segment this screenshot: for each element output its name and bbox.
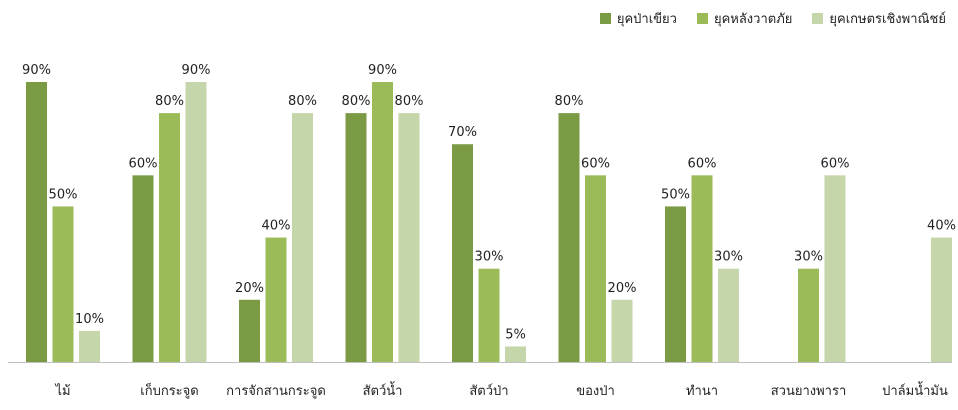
data-label-3-7: 30% bbox=[714, 250, 743, 265]
category-label-1: ไม้ bbox=[54, 383, 70, 399]
data-label-1-1: 90% bbox=[22, 63, 51, 78]
bar-1-1 bbox=[26, 82, 47, 362]
bar-1-7 bbox=[665, 206, 686, 362]
data-label-1-2: 60% bbox=[129, 156, 158, 171]
data-label-1-7: 50% bbox=[661, 187, 690, 202]
category-label-8: สวนยางพารา bbox=[771, 384, 847, 399]
data-label-2-7: 60% bbox=[688, 156, 717, 171]
bar-1-3 bbox=[239, 299, 260, 362]
data-label-2-5: 30% bbox=[475, 250, 504, 265]
legend-swatch-series-1 bbox=[599, 13, 611, 24]
data-label-2-8: 30% bbox=[794, 250, 823, 265]
legend-label-series-2: ยุคหลังวาตภัย bbox=[713, 12, 793, 27]
bar-1-5 bbox=[452, 144, 473, 362]
data-label-1-6: 80% bbox=[555, 94, 584, 109]
category-label-2: เก็บกระจูด bbox=[140, 381, 198, 399]
legend-label-series-3: ยุคเกษตรเชิงพาณิชย์ bbox=[829, 12, 946, 27]
bar-2-6 bbox=[585, 175, 606, 362]
data-label-3-4: 80% bbox=[395, 94, 424, 109]
bar-3-4 bbox=[398, 113, 420, 362]
legend-swatch-series-3 bbox=[812, 13, 824, 24]
data-label-3-9: 40% bbox=[927, 219, 956, 234]
bar-2-2 bbox=[159, 113, 180, 362]
data-label-2-3: 40% bbox=[262, 219, 291, 234]
bar-2-7 bbox=[691, 175, 713, 362]
bar-3-6 bbox=[611, 299, 633, 362]
data-label-2-6: 60% bbox=[581, 156, 610, 171]
bar-3-9 bbox=[931, 237, 952, 362]
data-label-1-3: 20% bbox=[235, 281, 264, 296]
bar-3-7 bbox=[718, 268, 739, 362]
data-label-3-2: 90% bbox=[182, 63, 211, 78]
data-label-1-5: 70% bbox=[448, 125, 477, 140]
data-label-3-5: 5% bbox=[505, 327, 526, 342]
bar-3-2 bbox=[185, 82, 207, 362]
category-label-4: สัตว์น้ำ bbox=[363, 381, 403, 399]
bar-3-8 bbox=[824, 175, 846, 362]
data-label-3-1: 10% bbox=[75, 312, 104, 327]
legend-swatch-series-2 bbox=[696, 13, 708, 24]
category-label-6: ของป่า bbox=[576, 384, 615, 399]
bar-2-3 bbox=[265, 237, 287, 362]
category-label-9: ปาล์มน้ำมัน bbox=[882, 381, 948, 399]
data-label-2-4: 90% bbox=[368, 63, 397, 78]
legend-label-series-1: ยุคป่าเขียว bbox=[616, 12, 677, 27]
bar-1-4 bbox=[345, 113, 367, 362]
legend-item-series-3: ยุคเกษตรเชิงพาณิชย์ bbox=[812, 8, 946, 29]
data-label-3-6: 20% bbox=[608, 281, 637, 296]
bar-2-8 bbox=[798, 268, 819, 362]
data-label-3-3: 80% bbox=[288, 94, 317, 109]
bar-2-5 bbox=[478, 268, 500, 362]
legend: ยุคป่าเขียว ยุคหลังวาตภัย ยุคเกษตรเชิงพา… bbox=[599, 8, 946, 29]
data-label-2-1: 50% bbox=[49, 187, 78, 202]
bar-3-5 bbox=[505, 346, 526, 362]
bar-2-4 bbox=[372, 82, 393, 362]
category-label-7: ทำนา bbox=[686, 384, 718, 399]
data-label-2-2: 80% bbox=[155, 94, 184, 109]
bar-1-6 bbox=[558, 113, 580, 362]
bar-1-2 bbox=[132, 175, 154, 362]
data-label-1-4: 80% bbox=[342, 94, 371, 109]
category-label-5: สัตว์ป่า bbox=[469, 383, 508, 399]
category-label-3: การจักสานกระจูด bbox=[226, 384, 326, 399]
legend-item-series-1: ยุคป่าเขียว bbox=[599, 8, 677, 29]
data-label-3-8: 60% bbox=[821, 156, 850, 171]
legend-item-series-2: ยุคหลังวาตภัย bbox=[696, 8, 793, 29]
bar-3-1 bbox=[79, 330, 100, 362]
bar-3-3 bbox=[292, 113, 313, 362]
bar-2-1 bbox=[52, 206, 74, 362]
